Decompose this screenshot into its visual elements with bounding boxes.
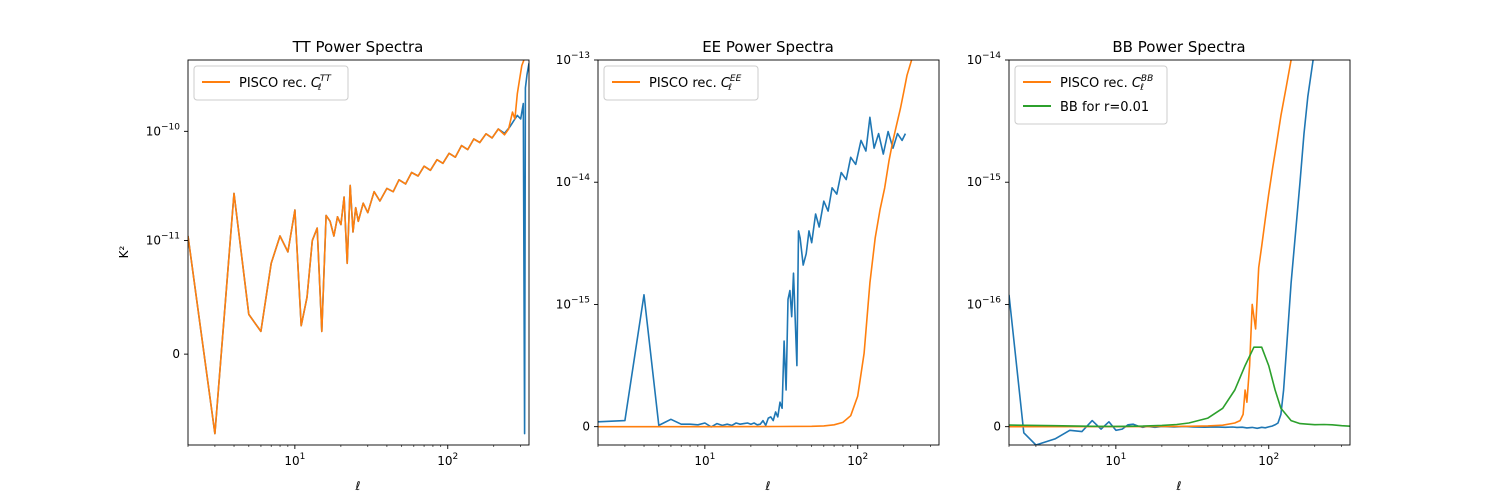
series-line-0	[598, 116, 907, 428]
legend-label: PISCO rec. CEE ℓ	[649, 74, 742, 93]
y-tick-label: 10−15	[556, 295, 590, 311]
x-axis-label: ℓ	[355, 479, 361, 493]
legend-label: BB for r=0.01	[1060, 100, 1149, 115]
panel-tt: TT Power Spectra ℓ K² 101 102 0 10−11 10−10 P…	[117, 38, 530, 493]
x-tick-label: 101	[694, 452, 715, 468]
y-tick-label: 10−16	[967, 295, 1002, 311]
legend-label: PISCO rec. CBB ℓ	[1060, 74, 1153, 93]
y-tick-label: 10−11	[146, 232, 180, 248]
legend-box	[603, 65, 759, 101]
x-tick-label: 101	[284, 452, 305, 468]
plot-frame	[597, 59, 940, 446]
series-line-0	[188, 63, 529, 435]
series-line-1	[188, 60, 525, 435]
y-axis-label: K²	[117, 245, 131, 258]
y-tick-label: 10−15	[967, 173, 1001, 189]
x-tick-label: 101	[1105, 452, 1126, 468]
panel-title: EE Power Spectra	[702, 38, 834, 56]
y-tick-label: 10−10	[146, 122, 181, 138]
legend-label: PISCO rec. CTT ℓ	[239, 74, 332, 93]
series-line-1	[1009, 60, 1292, 428]
y-tick-label: 0	[172, 347, 180, 361]
y-tick-label: 0	[993, 420, 1001, 434]
panel-ee: EE Power Spectra ℓ 101 102 0 10−15 10−14 10−1…	[556, 38, 940, 493]
series-line-2	[1009, 346, 1350, 428]
x-axis-label: ℓ	[765, 479, 771, 493]
panel-title: BB Power Spectra	[1112, 38, 1245, 56]
y-tick-label: 10−13	[556, 51, 590, 67]
x-tick-label: 102	[1258, 452, 1279, 468]
x-tick-label: 102	[437, 452, 458, 468]
panel-bb: BB Power Spectra ℓ 101 102 0 10−16 10−15 10−1…	[967, 38, 1351, 493]
plot-frame	[1008, 59, 1351, 446]
legend-box	[193, 65, 349, 101]
plot-frame	[187, 59, 530, 446]
y-tick-label: 10−14	[556, 173, 591, 189]
x-tick-label: 102	[847, 452, 868, 468]
x-axis-label: ℓ	[1176, 479, 1182, 493]
legend-box	[1014, 65, 1168, 125]
y-tick-label: 0	[582, 420, 590, 434]
series-line-1	[598, 60, 913, 428]
panel-title: TT Power Spectra	[292, 38, 424, 56]
y-tick-label: 10−14	[967, 51, 1002, 67]
